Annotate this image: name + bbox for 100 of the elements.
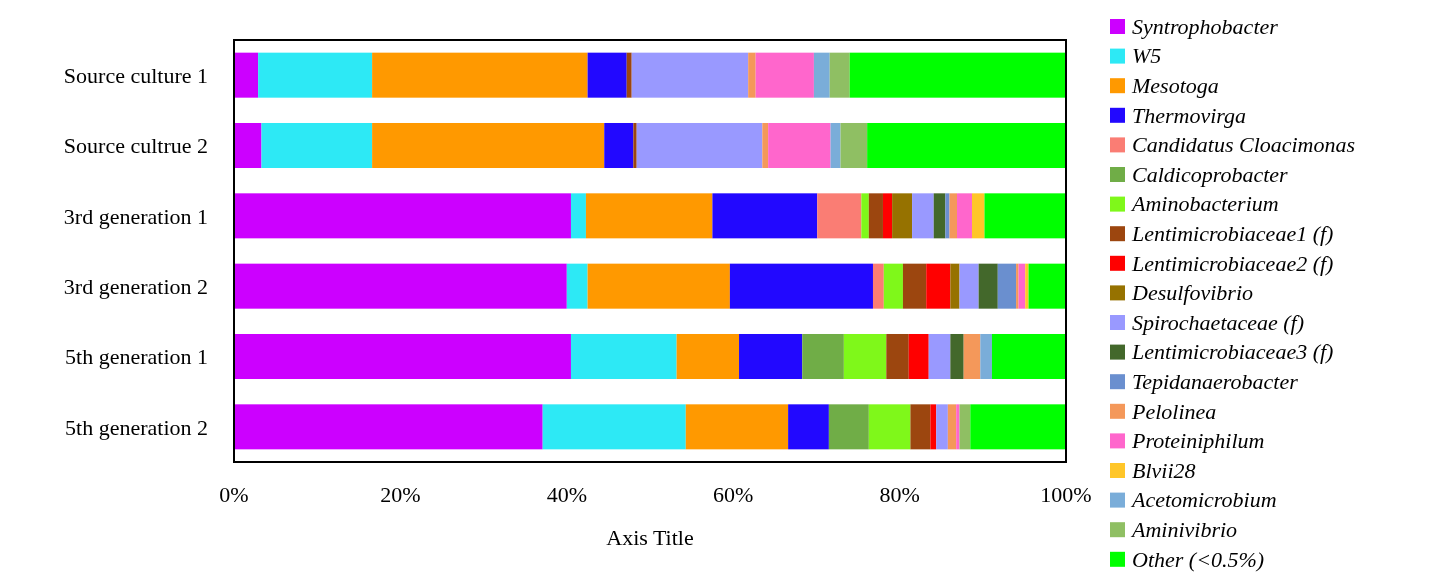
bar xyxy=(587,52,627,98)
legend-label: Thermovirga xyxy=(1132,102,1247,128)
legend-label: Syntrophobacter xyxy=(1132,13,1279,39)
bar xyxy=(788,404,829,450)
bar xyxy=(902,263,927,309)
legend-label: Mesotoga xyxy=(1131,72,1219,98)
legend-label: Acetomicrobium xyxy=(1130,487,1277,513)
bar xyxy=(234,193,571,239)
bar xyxy=(604,122,634,169)
bar xyxy=(970,404,1066,450)
bar xyxy=(748,52,756,98)
legend-label: Aminobacterium xyxy=(1130,191,1279,217)
bar xyxy=(817,193,862,239)
legend-label: Proteiniphilum xyxy=(1131,428,1265,454)
bar xyxy=(1028,263,1066,309)
bar xyxy=(957,193,972,239)
bar xyxy=(933,193,946,239)
bar xyxy=(802,333,844,380)
bar xyxy=(570,333,677,380)
bar xyxy=(626,52,632,98)
legend-label: Blvii28 xyxy=(1132,457,1196,483)
bar xyxy=(372,122,605,169)
bar xyxy=(867,122,1066,169)
bar xyxy=(959,263,979,309)
bar xyxy=(936,404,948,450)
bar xyxy=(947,404,957,450)
bar xyxy=(959,404,971,450)
bar xyxy=(930,404,937,450)
bar xyxy=(912,193,934,239)
legend-label: Lentimicrobiaceae2 (f) xyxy=(1131,250,1334,276)
bar xyxy=(828,404,869,450)
legend-label: Aminivibrio xyxy=(1130,516,1238,542)
bar xyxy=(234,333,571,380)
bar xyxy=(840,122,868,169)
legend-label: Lentimicrobiaceae3 (f) xyxy=(1131,339,1334,365)
bar xyxy=(729,263,873,309)
bar xyxy=(234,122,262,169)
bar xyxy=(570,193,586,239)
bar xyxy=(685,404,789,450)
bar xyxy=(829,52,850,98)
legend-label: Other (<0.5%) xyxy=(1132,546,1265,572)
x-tick-label: 80% xyxy=(879,482,920,507)
bar xyxy=(956,404,960,450)
bar xyxy=(868,193,883,239)
legend-label: Tepidanaerobacter xyxy=(1132,368,1299,394)
bar xyxy=(892,193,913,239)
bar xyxy=(872,263,884,309)
y-tick-label: 3rd generation 2 xyxy=(63,273,208,299)
bar xyxy=(755,52,814,98)
bar xyxy=(849,52,1066,98)
bar xyxy=(636,122,763,169)
bar xyxy=(945,193,950,239)
bar xyxy=(910,404,931,450)
bar xyxy=(261,122,373,169)
bar xyxy=(971,193,985,239)
bar xyxy=(882,193,893,239)
bar xyxy=(234,52,259,98)
x-tick-label: 40% xyxy=(546,482,587,507)
y-tick-label: 5th generation 1 xyxy=(65,344,208,370)
y-tick-label: Source cultrue 2 xyxy=(63,133,208,159)
bar xyxy=(984,193,1066,239)
legend-label: Lentimicrobiaceae1 (f) xyxy=(1131,220,1334,246)
bar xyxy=(830,122,841,169)
bar xyxy=(928,333,951,380)
legend-label: Desulfovibrio xyxy=(1131,280,1253,306)
legend-label: Spirochaetaceae (f) xyxy=(1132,309,1305,335)
bar xyxy=(883,263,903,309)
bar xyxy=(762,122,769,169)
y-tick-label: 3rd generation 1 xyxy=(63,203,208,229)
bar xyxy=(234,404,543,450)
legend-label: Pelolinea xyxy=(1131,398,1217,424)
bar xyxy=(950,263,960,309)
x-tick-label: 60% xyxy=(713,482,754,507)
y-tick-label: Source culture 1 xyxy=(63,62,208,88)
legend-label: Candidatus Cloacimonas xyxy=(1132,132,1356,158)
bar xyxy=(978,263,998,309)
bar xyxy=(1016,263,1019,309)
bar xyxy=(631,52,749,98)
legend-label: Caldicoprobacter xyxy=(1132,161,1289,187)
x-axis-title: Axis Title xyxy=(606,525,694,550)
bar xyxy=(843,333,887,380)
bar xyxy=(1018,263,1026,309)
bar xyxy=(542,404,686,450)
bar xyxy=(950,333,964,380)
bar xyxy=(963,333,981,380)
bar xyxy=(980,333,992,380)
bar xyxy=(908,333,929,380)
bar xyxy=(886,333,909,380)
bar xyxy=(372,52,588,98)
bar xyxy=(712,193,818,239)
bar xyxy=(768,122,831,169)
bar xyxy=(566,263,588,309)
legend-label: W5 xyxy=(1132,43,1162,69)
bar xyxy=(676,333,740,380)
bar xyxy=(868,404,911,450)
bar xyxy=(234,263,567,309)
bar xyxy=(585,193,713,239)
bar xyxy=(926,263,951,309)
bar xyxy=(587,263,730,309)
bar xyxy=(739,333,803,380)
